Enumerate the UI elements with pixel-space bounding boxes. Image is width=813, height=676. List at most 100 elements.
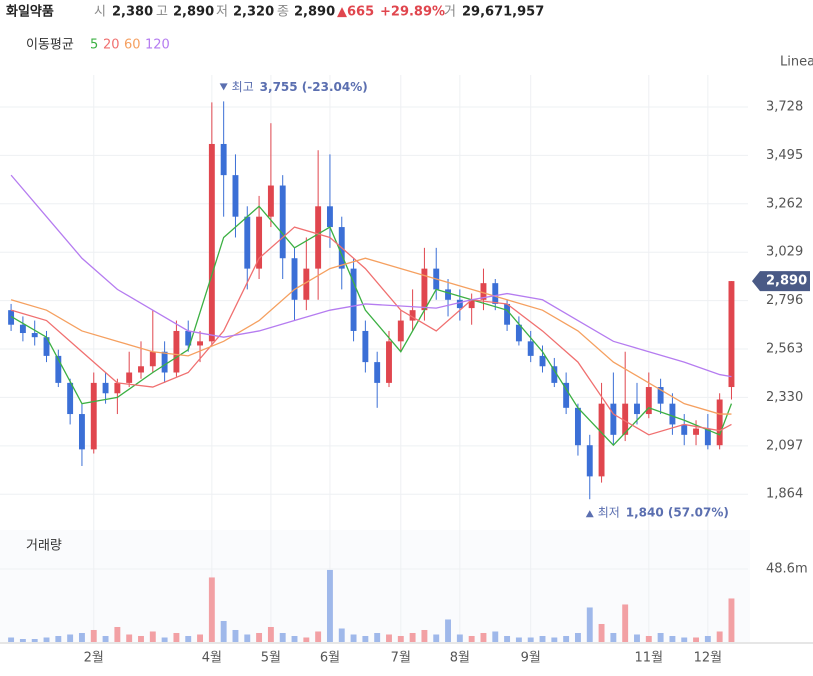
candle-body bbox=[232, 175, 239, 217]
x-tick-label: 6월 bbox=[320, 651, 340, 666]
candle-body bbox=[31, 333, 38, 338]
high-label: 3,755 (-23.04%) bbox=[260, 80, 368, 94]
candle-body bbox=[197, 341, 203, 346]
volume-bar bbox=[386, 634, 392, 642]
volume-bar bbox=[468, 635, 475, 642]
candle-body bbox=[515, 324, 522, 342]
candle-body bbox=[492, 283, 499, 304]
candle-body bbox=[267, 185, 274, 217]
y-tick-label: 3,029 bbox=[766, 245, 803, 260]
candle-body bbox=[315, 206, 322, 269]
volume-bar bbox=[102, 635, 109, 642]
candle-body bbox=[374, 362, 381, 383]
volume-bar bbox=[622, 604, 629, 642]
candle-body bbox=[386, 341, 392, 383]
x-tick-label: 7월 bbox=[391, 651, 411, 666]
volume-bar bbox=[19, 638, 26, 642]
volume-bar bbox=[315, 631, 322, 642]
candle-body bbox=[8, 310, 15, 325]
volume-panel bbox=[0, 530, 750, 642]
candle-body bbox=[19, 324, 26, 334]
volume-bar bbox=[173, 632, 180, 642]
y-tick-label: 2,330 bbox=[766, 390, 803, 405]
candle-body bbox=[43, 337, 50, 356]
candle-body bbox=[326, 206, 333, 228]
volume-title: 거래량 bbox=[26, 539, 62, 554]
close-value: 2,890 bbox=[294, 5, 335, 20]
volume-bar bbox=[374, 632, 381, 642]
volume-bar bbox=[161, 637, 168, 642]
volume-bar bbox=[138, 635, 144, 642]
open-label: 시 bbox=[94, 5, 106, 20]
low-label: 저 bbox=[216, 5, 228, 20]
candle-body bbox=[291, 258, 298, 300]
volume-bar bbox=[515, 637, 522, 642]
volume-bar bbox=[433, 634, 440, 642]
candle-body bbox=[551, 366, 558, 383]
x-tick-label: 8월 bbox=[450, 651, 470, 666]
y-tick-label: 3,728 bbox=[766, 99, 803, 114]
candle-body bbox=[468, 299, 475, 309]
volume-bar bbox=[492, 631, 499, 642]
candle-body bbox=[728, 281, 735, 388]
legend-entry: 60 bbox=[124, 38, 141, 53]
stock-name: 화일약품 bbox=[6, 4, 54, 20]
volume-bar bbox=[232, 629, 239, 642]
x-tick-label: 4월 bbox=[202, 651, 222, 666]
candle-body bbox=[693, 428, 699, 435]
candle-body bbox=[114, 382, 121, 394]
candle-body bbox=[586, 445, 593, 477]
volume-bar bbox=[126, 634, 133, 642]
scale-mode: Linea bbox=[780, 55, 813, 70]
y-tick-label: 48.6m bbox=[766, 562, 808, 577]
y-tick-label: 2,796 bbox=[766, 293, 803, 308]
candle-body bbox=[208, 143, 215, 342]
volume-bar bbox=[90, 629, 97, 642]
y-tick-label: 3,262 bbox=[766, 196, 803, 211]
volume-bar bbox=[78, 632, 85, 642]
volume-bar bbox=[185, 635, 192, 642]
x-tick-label: 2월 bbox=[84, 651, 104, 666]
candle-body bbox=[220, 143, 227, 176]
candle-body bbox=[456, 299, 463, 309]
x-tick-label: 11월 bbox=[635, 651, 664, 666]
candle-body bbox=[303, 268, 310, 300]
volume-bar bbox=[527, 637, 534, 642]
volume-bar bbox=[480, 632, 487, 642]
volume-bar bbox=[504, 635, 511, 642]
legend-entry: 120 bbox=[145, 38, 170, 53]
candle-body bbox=[716, 399, 723, 446]
volume-bar bbox=[220, 620, 227, 642]
candle-body bbox=[362, 330, 369, 363]
candle-body bbox=[657, 387, 664, 404]
volume-bar bbox=[645, 635, 652, 642]
candle-body bbox=[397, 320, 404, 342]
ma-line bbox=[10, 174, 732, 378]
volume-bar bbox=[539, 635, 546, 642]
candle-body bbox=[90, 382, 97, 450]
candle-body bbox=[681, 424, 688, 435]
volume-bar bbox=[256, 632, 263, 642]
volume-bar bbox=[563, 635, 570, 642]
volume-bar bbox=[634, 634, 640, 642]
volume-bar bbox=[244, 634, 251, 642]
volume-bar bbox=[445, 619, 451, 642]
candle-body bbox=[598, 403, 605, 477]
candle-body bbox=[102, 382, 109, 394]
header: 화일약품 시 2,380 고 2,890 저 2,320 종 2,890 ▲66… bbox=[6, 4, 544, 20]
close-label: 종 bbox=[277, 5, 289, 20]
volume-value: 29,671,957 bbox=[462, 5, 544, 20]
change: ▲665 bbox=[337, 5, 374, 20]
candle-body bbox=[574, 407, 581, 446]
x-tick-label: 5월 bbox=[261, 651, 281, 666]
candle-body bbox=[67, 382, 74, 415]
candle-body bbox=[539, 355, 546, 367]
volume-bar bbox=[197, 634, 203, 642]
candle-body bbox=[445, 289, 451, 300]
candle-body bbox=[78, 414, 85, 450]
volume-bar bbox=[551, 637, 558, 642]
y-tick-label: 2,097 bbox=[766, 438, 803, 453]
volume-bar bbox=[43, 637, 50, 642]
candle-body bbox=[279, 185, 286, 259]
